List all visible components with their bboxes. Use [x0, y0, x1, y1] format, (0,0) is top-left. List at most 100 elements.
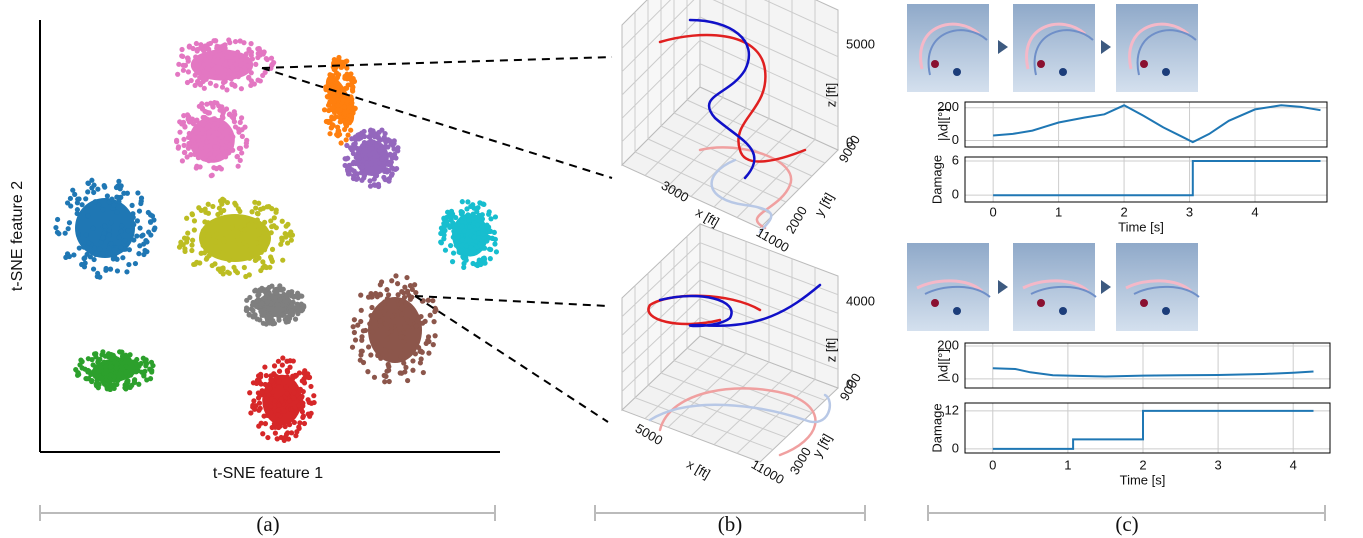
cluster-dot: [268, 230, 274, 236]
cluster-dot: [210, 133, 216, 139]
cluster-dot: [237, 241, 243, 247]
cluster-dot: [121, 190, 127, 196]
cluster-dot: [403, 364, 409, 370]
cluster-dot: [185, 114, 192, 120]
cluster-dot: [358, 318, 364, 325]
cluster-dot: [118, 194, 124, 200]
thumbnail: [907, 4, 989, 92]
cluster-dot: [365, 344, 372, 350]
cluster-dot: [279, 302, 286, 308]
cluster-dot: [265, 434, 271, 441]
cluster-dot: [249, 250, 255, 256]
cluster-dot: [493, 249, 500, 255]
cluster-dot: [190, 137, 196, 143]
cluster-dot: [262, 245, 268, 251]
cluster-dot: [367, 152, 373, 158]
cluster-dot: [212, 121, 218, 127]
cluster-dot: [430, 298, 436, 304]
cluster-dot: [87, 254, 93, 260]
trajectory: [658, 283, 822, 328]
cluster-dot: [222, 42, 228, 48]
cluster-dot: [76, 245, 82, 251]
caption: (b): [718, 512, 743, 536]
cluster-dot: [351, 159, 357, 165]
cluster-dot: [122, 385, 128, 391]
cluster-dot: [344, 85, 350, 91]
cluster-dot: [101, 230, 107, 236]
cluster-dot: [461, 228, 468, 234]
cluster-dot: [398, 334, 404, 340]
trajectory: [648, 393, 832, 424]
cluster-dot: [130, 214, 136, 220]
cluster-dot: [323, 118, 329, 125]
sequence-arrow: [998, 40, 1008, 54]
cluster-dot: [91, 245, 98, 251]
cluster-dot: [175, 71, 181, 77]
cluster-dot: [224, 54, 230, 60]
y-axis-label: Damage: [929, 403, 944, 452]
cluster-dot: [459, 237, 465, 243]
3d-grid-line: [621, 242, 701, 318]
cluster-dot: [100, 234, 106, 241]
trajectory: [688, 18, 756, 180]
cluster-dot: [246, 222, 252, 228]
cluster-dot: [275, 412, 281, 418]
cluster-dot: [226, 74, 232, 80]
cluster-dot: [271, 421, 277, 427]
cluster-dot: [379, 156, 385, 162]
cluster-dot: [226, 68, 232, 74]
x-axis-label: t-SNE feature 1: [213, 465, 323, 482]
cluster-dot: [101, 359, 107, 365]
cluster-dot: [358, 292, 364, 298]
cluster-dot: [104, 193, 110, 199]
cluster-dot: [418, 313, 424, 320]
cluster-dot: [286, 422, 293, 428]
cluster-dot: [289, 302, 295, 308]
cluster-dot: [241, 264, 247, 271]
cluster-dot: [420, 369, 426, 376]
cluster-dot: [213, 244, 219, 250]
cluster-dot: [185, 145, 192, 151]
cluster-dot: [119, 223, 125, 229]
bracket: [39, 505, 496, 521]
cluster-dot: [135, 190, 141, 196]
cluster-dot: [262, 219, 268, 225]
cluster-dot: [194, 48, 200, 54]
cluster-dot: [124, 190, 130, 196]
cluster-dot: [114, 209, 120, 215]
contrail: [1022, 279, 1089, 293]
cluster-dot: [342, 162, 348, 169]
cluster-dot: [118, 183, 124, 189]
cluster-dot: [280, 312, 286, 318]
cluster-dot: [91, 182, 97, 188]
y-tick-label: 0: [952, 132, 959, 147]
cluster-dot: [325, 82, 332, 88]
y-axis-label: y [ft]: [811, 190, 836, 219]
cluster-dot: [137, 243, 143, 249]
cluster-dot: [91, 256, 97, 263]
cluster-dot: [282, 423, 288, 430]
cluster-dot: [394, 297, 400, 303]
cluster-dot: [93, 365, 99, 371]
cluster-dot: [386, 378, 392, 385]
cluster-dot: [296, 424, 302, 430]
cluster-dot: [246, 272, 252, 278]
cluster-dot: [193, 40, 199, 47]
cluster-dot: [182, 149, 188, 156]
cluster-dot: [195, 155, 202, 161]
x-tick-label: 2: [1120, 204, 1127, 219]
cluster-dot: [108, 364, 114, 370]
cluster-dot: [350, 145, 357, 152]
cluster-dot: [134, 218, 140, 224]
cluster-dot: [90, 225, 96, 231]
cluster-dot: [196, 80, 203, 86]
cluster-dot: [246, 48, 252, 54]
cluster-dot: [257, 48, 263, 54]
cluster-dot: [216, 103, 222, 109]
cluster-dot: [206, 232, 212, 238]
cluster-dot: [351, 329, 357, 336]
cluster-dot: [142, 247, 148, 254]
cluster-dot: [204, 125, 210, 131]
cluster-dot: [129, 368, 135, 374]
cluster-dot: [410, 367, 416, 373]
